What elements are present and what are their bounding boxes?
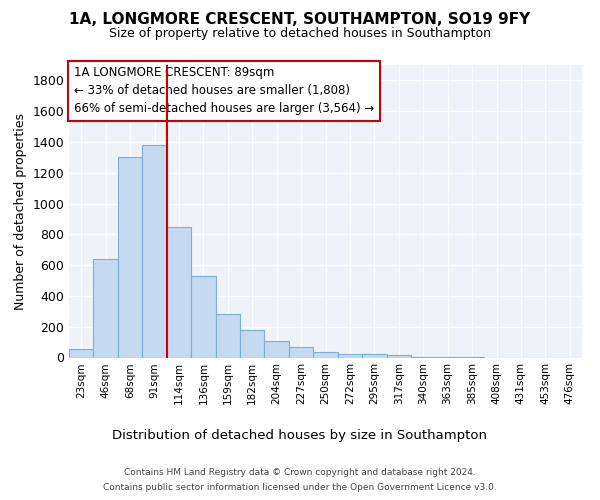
Text: Size of property relative to detached houses in Southampton: Size of property relative to detached ho… — [109, 28, 491, 40]
Bar — [142, 145, 167, 358]
Bar — [118, 158, 142, 358]
Text: 1A, LONGMORE CRESCENT, SOUTHAMPTON, SO19 9FY: 1A, LONGMORE CRESCENT, SOUTHAMPTON, SO19… — [70, 12, 530, 28]
Bar — [94, 259, 118, 358]
Text: 1A LONGMORE CRESCENT: 89sqm
← 33% of detached houses are smaller (1,808)
66% of : 1A LONGMORE CRESCENT: 89sqm ← 33% of det… — [74, 66, 374, 116]
Bar — [338, 354, 362, 358]
Text: Contains public sector information licensed under the Open Government Licence v3: Contains public sector information licen… — [103, 483, 497, 492]
Bar — [215, 314, 240, 358]
Bar — [191, 276, 215, 357]
Y-axis label: Number of detached properties: Number of detached properties — [14, 113, 27, 310]
Bar — [411, 356, 436, 358]
Bar — [313, 352, 338, 358]
Bar — [69, 349, 94, 358]
Text: Distribution of detached houses by size in Southampton: Distribution of detached houses by size … — [113, 428, 487, 442]
Bar — [265, 342, 289, 357]
Bar — [362, 354, 386, 358]
Text: Contains HM Land Registry data © Crown copyright and database right 2024.: Contains HM Land Registry data © Crown c… — [124, 468, 476, 477]
Bar — [289, 348, 313, 358]
Bar — [167, 226, 191, 358]
Bar — [386, 355, 411, 358]
Bar — [240, 330, 265, 357]
